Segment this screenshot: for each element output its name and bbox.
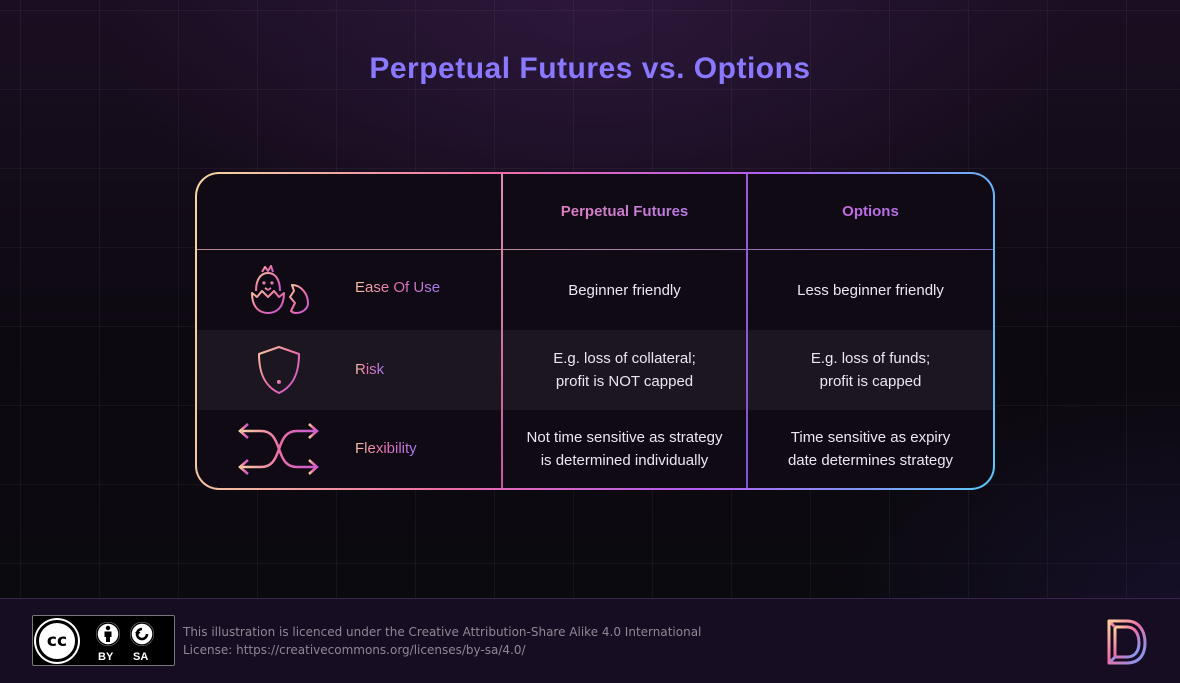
row-label-risk: Risk — [355, 361, 385, 378]
footer: cc BY SA This illustration is licenced u… — [0, 598, 1180, 683]
column-header-options: Options — [748, 174, 993, 249]
comparison-table: Perpetual Futures Options — [195, 172, 995, 490]
license-line-1: This illustration is licenced under the … — [183, 625, 702, 639]
row-label-ease-of-use: Ease Of Use — [355, 279, 441, 296]
cell-options-ease-of-use: Less beginner friendly — [797, 281, 944, 299]
attribution-person-icon — [96, 622, 120, 646]
table-row-flexibility: Flexibility Not time sensitive as strate… — [197, 410, 993, 488]
table-header-row: Perpetual Futures Options — [197, 174, 993, 249]
license-line-2[interactable]: License: https://creativecommons.org/lic… — [183, 643, 526, 657]
cc-by-label: BY — [98, 651, 114, 663]
share-alike-icon — [130, 622, 154, 646]
table-row-ease-of-use: Ease Of Use Beginner friendly Less begin… — [197, 250, 993, 330]
cell-perpetual-futures-flexibility: Not time sensitive as strategy is determ… — [526, 429, 723, 469]
brand-logo-icon — [1105, 615, 1149, 667]
cc-sa-label: SA — [133, 651, 149, 663]
shield-exclamation-icon — [237, 340, 321, 400]
cell-perpetual-futures-ease-of-use: Beginner friendly — [568, 281, 681, 299]
cc-by-sa-badge[interactable]: cc BY SA — [32, 615, 175, 666]
column-header-perpetual-futures: Perpetual Futures — [503, 174, 746, 249]
header-divider — [197, 249, 993, 250]
hatching-chick-icon — [237, 260, 321, 320]
row-label-flexibility: Flexibility — [355, 440, 417, 457]
cell-options-risk: E.g. loss of funds; profit is capped — [810, 350, 931, 390]
page-title: Perpetual Futures vs. Options — [369, 52, 811, 85]
cc-icon: cc — [36, 620, 78, 662]
cell-perpetual-futures-risk: E.g. loss of collateral; profit is NOT c… — [553, 350, 696, 390]
column-divider-1 — [501, 174, 503, 488]
cell-options-flexibility: Time sensitive as expiry date determines… — [787, 429, 954, 469]
column-divider-2 — [746, 174, 748, 488]
crossing-arrows-icon — [237, 419, 321, 479]
table-row-risk: Risk E.g. loss of collateral; profit is … — [197, 330, 993, 410]
license-text: This illustration is licenced under the … — [183, 623, 701, 659]
